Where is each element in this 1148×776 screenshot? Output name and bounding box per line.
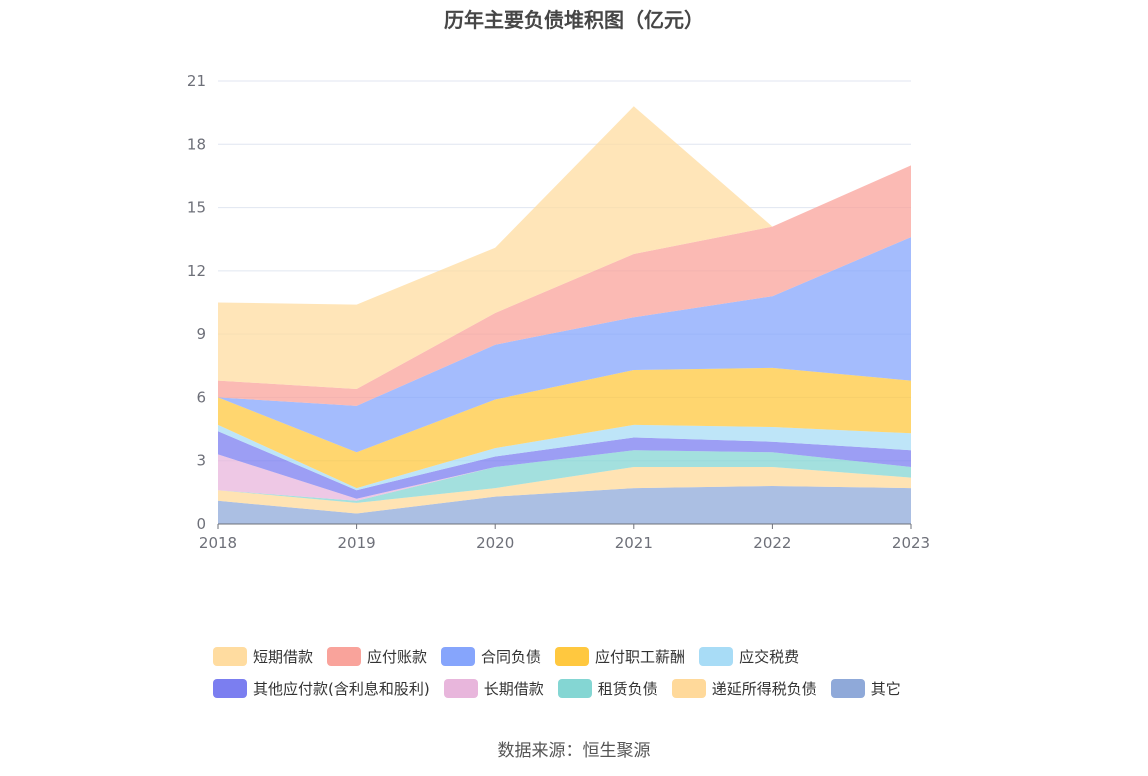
x-tick-label: 2018 [199, 534, 237, 552]
legend-item[interactable]: 合同负债 [441, 646, 541, 667]
legend-label: 租赁负债 [597, 679, 658, 698]
legend-swatch [557, 678, 592, 698]
legend-swatch [671, 678, 706, 698]
area-series-短期借款[interactable] [218, 106, 911, 390]
legend-label: 递延所得税负债 [711, 679, 817, 698]
area-series-应交税费[interactable] [218, 424, 911, 491]
legend-row: 其他应付款(含利息和股利) 长期借款 租赁负债 递延所得税负债 其它 [213, 672, 973, 704]
legend-label: 应付职工薪酬 [595, 647, 686, 666]
legend-row: 短期借款 应付账款 合同负债 应付职工薪酬 应交税费 [213, 640, 973, 672]
y-tick-label: 0 [196, 515, 206, 533]
data-source: 数据来源：恒生聚源 [497, 741, 651, 761]
legend-label: 应付账款 [367, 647, 428, 666]
legend-swatch [555, 646, 590, 666]
axes: 0 3 6 9 12 15 18 21 2018 2019 2020 2021 2022 2023 [187, 72, 930, 552]
legend: 短期借款 应付账款 合同负债 应付职工薪酬 应交税费 其他应付款(含利息和股利) 长期借款… [213, 640, 973, 704]
legend-swatch [830, 678, 865, 698]
legend-label: 合同负债 [481, 647, 542, 666]
legend-swatch [213, 646, 247, 666]
legend-swatch [699, 646, 734, 666]
x-tick-label: 2022 [753, 534, 791, 552]
legend-label: 长期借款 [483, 679, 544, 698]
area-series-应付职工薪酬[interactable] [218, 367, 911, 489]
legend-item[interactable]: 其它 [830, 678, 901, 699]
y-tick-label: 6 [196, 388, 206, 406]
y-tick-label: 15 [187, 199, 206, 217]
legend-swatch [213, 678, 247, 698]
y-tick-label: 3 [196, 452, 206, 470]
area-series-其他应付款(含利息和股利)[interactable] [218, 431, 911, 499]
y-tick-label: 21 [187, 72, 206, 90]
area-series [218, 106, 911, 524]
area-series-租赁负债[interactable] [218, 450, 911, 503]
area-series-其它[interactable] [218, 486, 911, 524]
x-tick-label: 2023 [892, 534, 930, 552]
y-tick-label: 9 [196, 325, 206, 343]
legend-swatch [441, 646, 476, 666]
legend-label: 其它 [870, 679, 901, 698]
legend-item[interactable]: 租赁负债 [557, 678, 658, 699]
legend-item[interactable]: 递延所得税负债 [671, 678, 817, 699]
chart-title: 历年主要负债堆积图（亿元） [444, 8, 704, 32]
y-tick-label: 12 [187, 262, 206, 280]
y-tick-label: 18 [187, 135, 206, 153]
area-series-递延所得税负债[interactable] [218, 467, 911, 514]
legend-label: 短期借款 [253, 647, 314, 666]
legend-label: 应交税费 [739, 647, 800, 666]
legend-item[interactable]: 应付账款 [327, 646, 427, 667]
legend-item[interactable]: 应付职工薪酬 [555, 646, 685, 667]
legend-item[interactable]: 其他应付款(含利息和股利) [213, 678, 430, 699]
x-tick-label: 2019 [338, 534, 376, 552]
legend-item[interactable]: 短期借款 [213, 646, 313, 667]
area-series-应付账款[interactable] [218, 165, 911, 406]
legend-item[interactable]: 长期借款 [443, 678, 544, 699]
x-tick-label: 2020 [476, 534, 514, 552]
legend-label: 其他应付款(含利息和股利) [253, 679, 430, 698]
area-series-合同负债[interactable] [218, 237, 911, 453]
legend-swatch [327, 646, 362, 666]
x-tick-label: 2021 [615, 534, 653, 552]
legend-swatch [443, 678, 478, 698]
legend-item[interactable]: 应交税费 [699, 646, 799, 667]
